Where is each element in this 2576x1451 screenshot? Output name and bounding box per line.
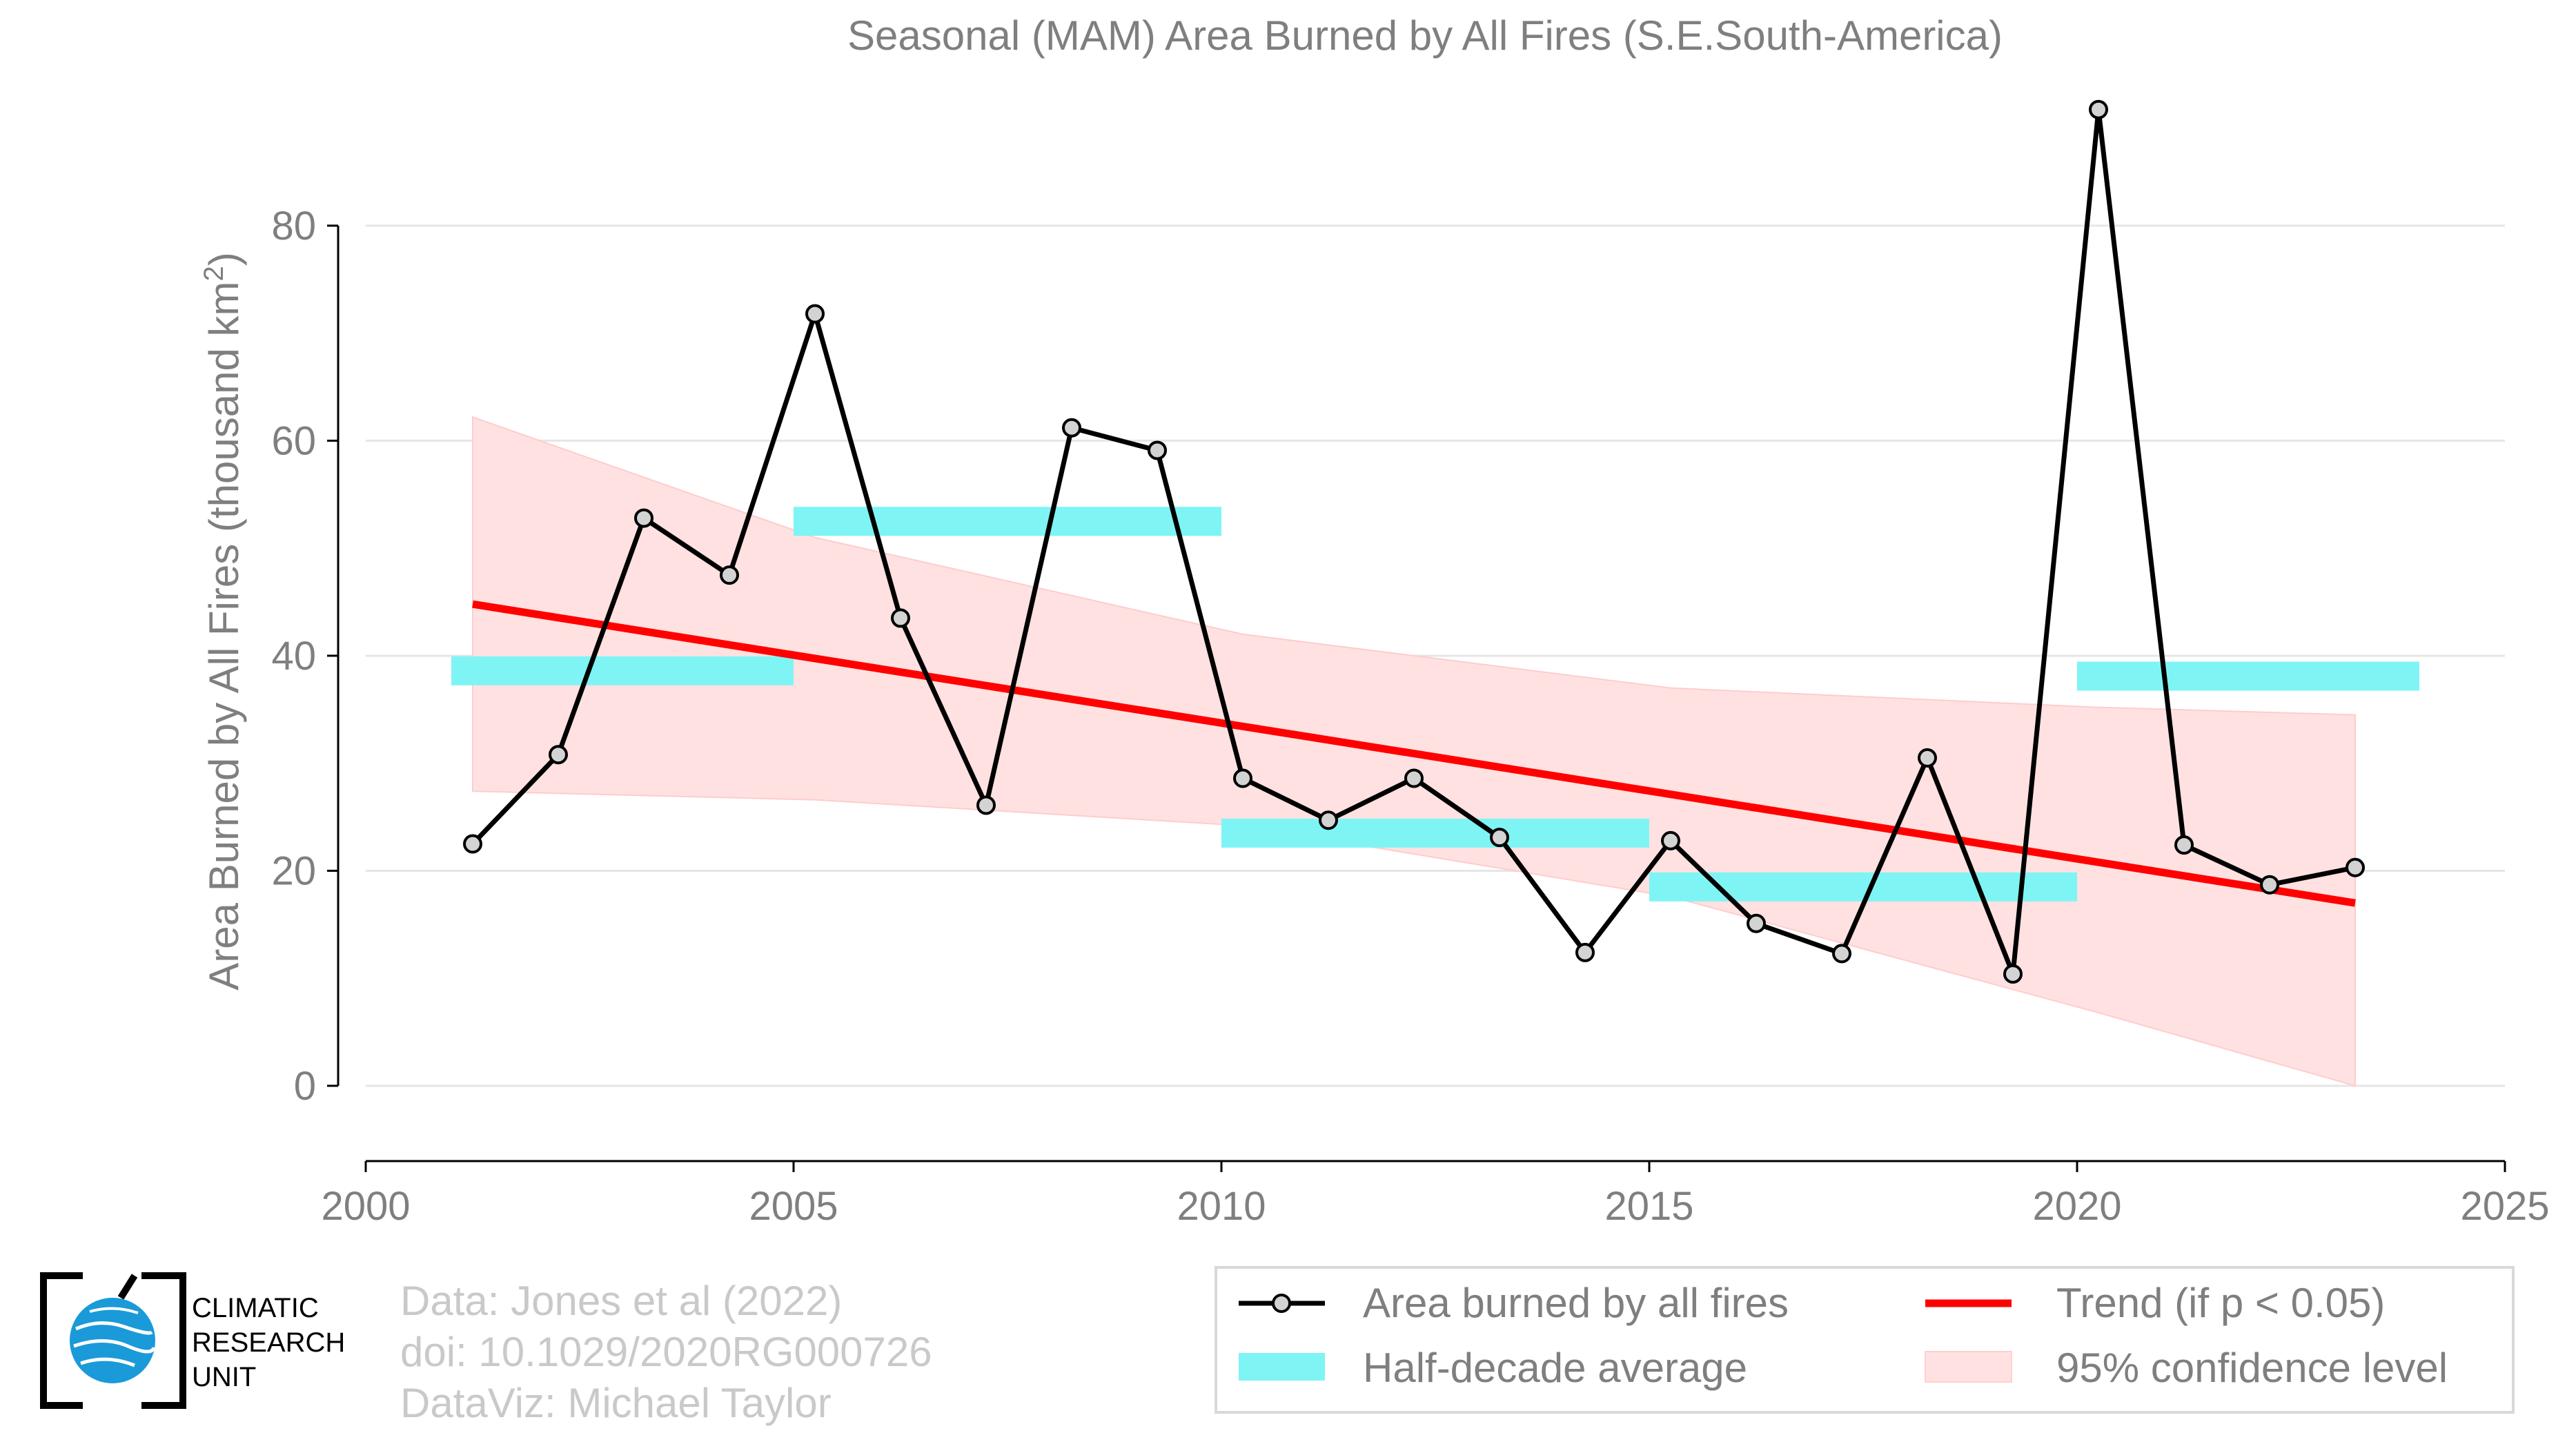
data-point-6 xyxy=(976,795,996,815)
trend-line-segment xyxy=(472,600,2356,907)
legend-label-confidence: 95% confidence level xyxy=(2056,1345,2448,1391)
data-point-5 xyxy=(891,608,910,628)
data-point-12 xyxy=(1490,828,1509,848)
data-point-10 xyxy=(1319,810,1338,830)
data-point-20 xyxy=(2174,835,2194,855)
data-point-7 xyxy=(1062,418,1081,438)
half-decade-bar-4 xyxy=(2077,661,2419,691)
legend-frame xyxy=(1215,1266,2515,1414)
y-tick-label-80: 80 xyxy=(271,204,316,249)
legend-swatch-confidence xyxy=(1925,1351,2012,1383)
credit-dataviz: DataViz: Michael Taylor xyxy=(400,1380,832,1426)
legend-swatch-half-decade xyxy=(1239,1353,1325,1381)
half-decade-bar-1 xyxy=(794,507,1221,536)
data-point-0 xyxy=(463,834,482,854)
logo-line-3: UNIT xyxy=(192,1362,257,1392)
axes: 2000 2005 2010 2015 2020 2025 0 20 40 60 80 xyxy=(271,204,2549,1229)
data-point-1 xyxy=(549,745,568,765)
legend: Area burned by all fires Half-decade ave… xyxy=(1215,1266,2515,1414)
y-tick-label-0: 0 xyxy=(294,1064,316,1109)
half-decade-bar-2 xyxy=(1221,818,1649,848)
data-point-17 xyxy=(1918,748,1937,768)
chart-title: Seasonal (MAM) Area Burned by All Fires … xyxy=(847,12,2003,59)
data-point-22 xyxy=(2346,857,2365,877)
x-tick-label-2020: 2020 xyxy=(2032,1184,2121,1229)
data-point-2 xyxy=(634,508,653,528)
legend-label-trend: Trend (if p < 0.05) xyxy=(2056,1280,2385,1326)
cru-logo xyxy=(38,1270,190,1412)
legend-label-series: Area burned by all fires xyxy=(1363,1280,1789,1326)
cru-logo-text: CLIMATIC RESEARCH UNIT xyxy=(192,1291,345,1394)
data-point-3 xyxy=(720,565,739,585)
y-tick-label-60: 60 xyxy=(271,418,316,463)
half-decade-bar-3 xyxy=(1649,872,2077,902)
credit-doi: doi: 10.1029/2020RG000726 xyxy=(400,1329,932,1375)
data-point-13 xyxy=(1575,942,1595,962)
legend-swatch-marker xyxy=(1272,1294,1291,1313)
data-point-9 xyxy=(1233,768,1252,788)
logo-line-1: CLIMATIC xyxy=(192,1293,319,1323)
logo-line-2: RESEARCH xyxy=(192,1327,346,1358)
half-decade-bar-0 xyxy=(451,656,794,685)
data-point-18 xyxy=(2003,964,2023,984)
data-point-19 xyxy=(2089,99,2108,119)
credit-data-source: Data: Jones et al (2022) xyxy=(400,1278,843,1324)
x-tick-label-2005: 2005 xyxy=(749,1184,838,1229)
data-point-8 xyxy=(1148,440,1167,460)
data-point-14 xyxy=(1661,830,1680,850)
trend-line xyxy=(472,600,2356,907)
data-point-4 xyxy=(805,304,825,324)
x-tick-label-2000: 2000 xyxy=(321,1184,410,1229)
x-tick-label-2010: 2010 xyxy=(1177,1184,1266,1229)
legend-label-half-decade: Half-decade average xyxy=(1363,1345,1747,1391)
y-tick-label-20: 20 xyxy=(271,848,316,893)
data-point-11 xyxy=(1404,768,1424,788)
data-point-15 xyxy=(1747,913,1766,933)
y-axis-label: Area Burned by All Fires (thousand km2) xyxy=(199,252,247,990)
data-point-16 xyxy=(1832,944,1851,964)
data-credits: Data: Jones et al (2022) doi: 10.1029/20… xyxy=(400,1276,932,1429)
area-burned-series xyxy=(463,99,2365,984)
x-tick-label-2025: 2025 xyxy=(2460,1184,2549,1229)
y-tick-label-40: 40 xyxy=(271,634,316,679)
data-point-21 xyxy=(2260,875,2279,895)
x-tick-label-2015: 2015 xyxy=(1604,1184,1693,1229)
